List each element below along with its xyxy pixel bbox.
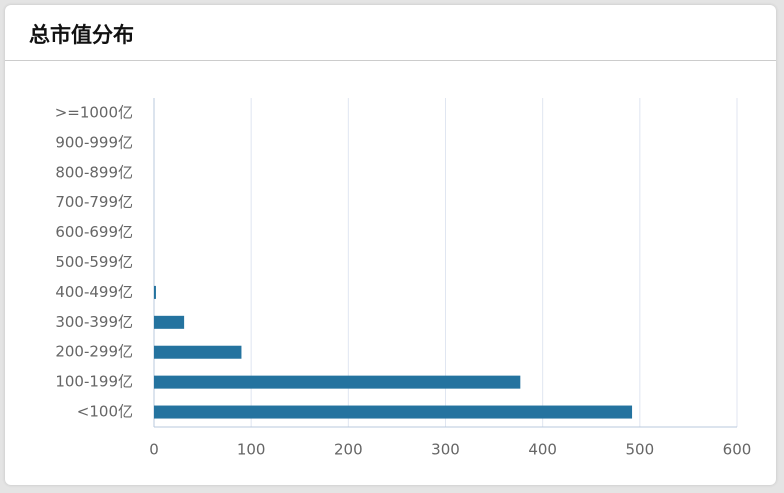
bar (154, 315, 185, 329)
y-tick-label: 700-799亿 (55, 193, 133, 211)
card-title: 总市值分布 (29, 23, 134, 47)
y-tick-label: 800-899亿 (55, 163, 133, 181)
x-tick-label: 500 (626, 441, 655, 459)
y-tick-label: >=1000亿 (55, 103, 133, 121)
card: 总市值分布 (5, 5, 776, 485)
bar (154, 405, 633, 419)
y-tick-label: 100-199亿 (55, 373, 133, 391)
bar (154, 285, 156, 299)
x-tick-label: 600 (723, 441, 752, 459)
x-tick-label: 0 (149, 441, 159, 459)
x-tick-label: 100 (237, 441, 266, 459)
y-tick-label: 300-399亿 (55, 313, 133, 331)
x-tick-label: 400 (528, 441, 557, 459)
bar (154, 345, 242, 359)
y-tick-label: <100亿 (77, 403, 133, 421)
bar (154, 375, 521, 389)
y-tick-label: 200-299亿 (55, 343, 133, 361)
y-tick-label: 600-699亿 (55, 223, 133, 241)
x-tick-label: 200 (334, 441, 363, 459)
divider (5, 60, 776, 61)
x-tick-label: 300 (431, 441, 460, 459)
y-tick-label: 900-999亿 (55, 133, 133, 151)
y-tick-label: 400-499亿 (55, 283, 133, 301)
y-tick-label: 500-599亿 (55, 253, 133, 271)
